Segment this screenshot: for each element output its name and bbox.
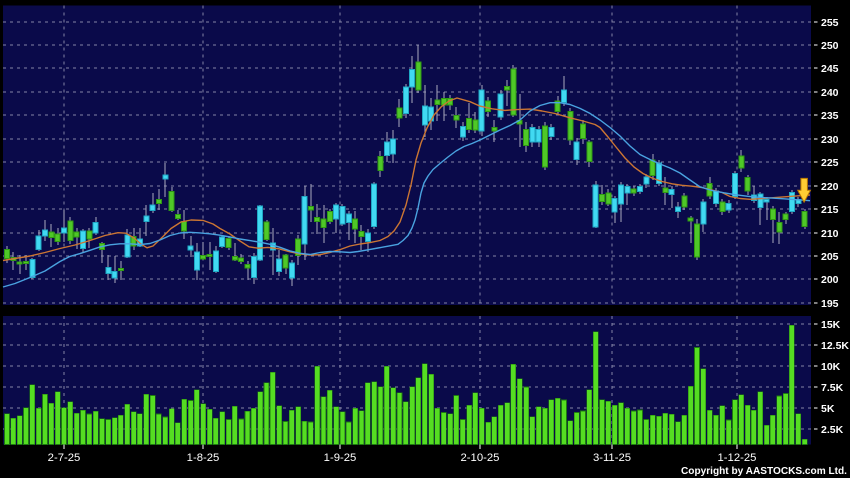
svg-text:220: 220 [821,181,839,193]
svg-text:1-9-25: 1-9-25 [324,452,357,464]
svg-text:230: 230 [821,134,839,146]
svg-text:195: 195 [821,298,839,310]
svg-text:210: 210 [821,228,839,240]
svg-text:215: 215 [821,204,839,216]
svg-text:15K: 15K [821,319,841,331]
svg-text:245: 245 [821,63,839,75]
svg-text:2-10-25: 2-10-25 [461,452,500,464]
svg-text:1-12-25: 1-12-25 [718,452,757,464]
svg-text:5K: 5K [821,403,835,415]
svg-text:10K: 10K [821,361,841,373]
svg-text:235: 235 [821,110,839,122]
svg-text:250: 250 [821,40,839,52]
svg-text:1-8-25: 1-8-25 [187,452,220,464]
svg-text:12.5K: 12.5K [821,340,849,352]
svg-text:225: 225 [821,157,839,169]
svg-text:2.5K: 2.5K [821,424,844,436]
svg-text:240: 240 [821,87,839,99]
svg-text:255: 255 [821,17,839,29]
svg-text:2-7-25: 2-7-25 [48,452,81,464]
svg-text:205: 205 [821,251,839,263]
svg-text:3-11-25: 3-11-25 [593,452,631,464]
svg-text:Copyright by AASTOCKS.com Ltd.: Copyright by AASTOCKS.com Ltd. [681,466,847,477]
svg-text:200: 200 [821,274,839,286]
svg-text:7.5K: 7.5K [821,382,844,394]
